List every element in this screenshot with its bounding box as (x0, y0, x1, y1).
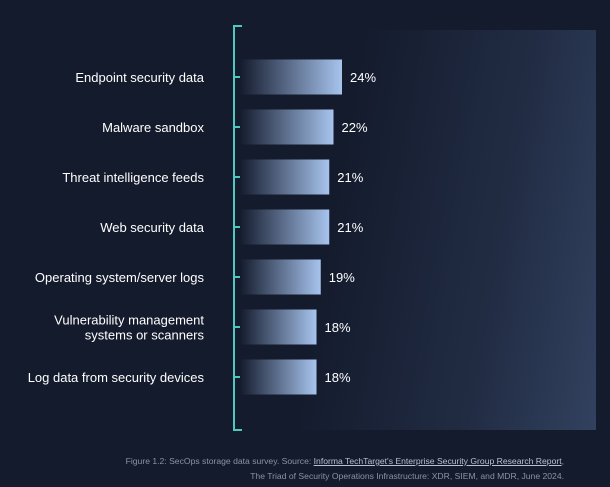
category-label-line: Threat intelligence feeds (62, 170, 204, 185)
bar (240, 59, 342, 95)
bar (240, 109, 334, 145)
bar-value-label: 21% (337, 220, 363, 235)
category-label: Endpoint security data (75, 70, 204, 85)
bar (240, 159, 330, 195)
bar-value-label: 18% (325, 320, 351, 335)
caption-line-2: The Triad of Security Operations Infrast… (250, 471, 564, 481)
category-label: Web security data (100, 220, 205, 235)
bar-value-label: 21% (337, 170, 363, 185)
category-label-line: Malware sandbox (102, 120, 204, 135)
caption-suffix: , (561, 456, 564, 466)
category-label-line: Web security data (100, 220, 205, 235)
caption-prefix: Figure 1.2: SecOps storage data survey. … (125, 456, 314, 466)
category-label-line: Log data from security devices (28, 370, 205, 385)
category-label: Threat intelligence feeds (62, 170, 204, 185)
bar-value-label: 24% (350, 70, 376, 85)
category-label: Operating system/server logs (35, 270, 205, 285)
category-label-line: systems or scanners (85, 328, 205, 343)
figure-caption: Figure 1.2: SecOps storage data survey. … (4, 454, 564, 484)
category-label-line: Endpoint security data (75, 70, 204, 85)
category-label: Malware sandbox (102, 120, 204, 135)
bar (240, 309, 317, 345)
category-label-line: Operating system/server logs (35, 270, 205, 285)
bar (240, 359, 317, 395)
category-label: Vulnerability management systems or scann… (54, 313, 204, 343)
category-label: Log data from security devices (28, 370, 205, 385)
caption-line-1: Figure 1.2: SecOps storage data survey. … (4, 454, 564, 469)
bar (240, 209, 330, 245)
category-label-line: Vulnerability management (54, 313, 204, 328)
bar-value-label: 19% (329, 270, 355, 285)
bar-value-label: 22% (342, 120, 368, 135)
bar-value-label: 18% (325, 370, 351, 385)
bar (240, 259, 321, 295)
caption-source-link[interactable]: Informa TechTarget's Enterprise Security… (313, 456, 562, 466)
